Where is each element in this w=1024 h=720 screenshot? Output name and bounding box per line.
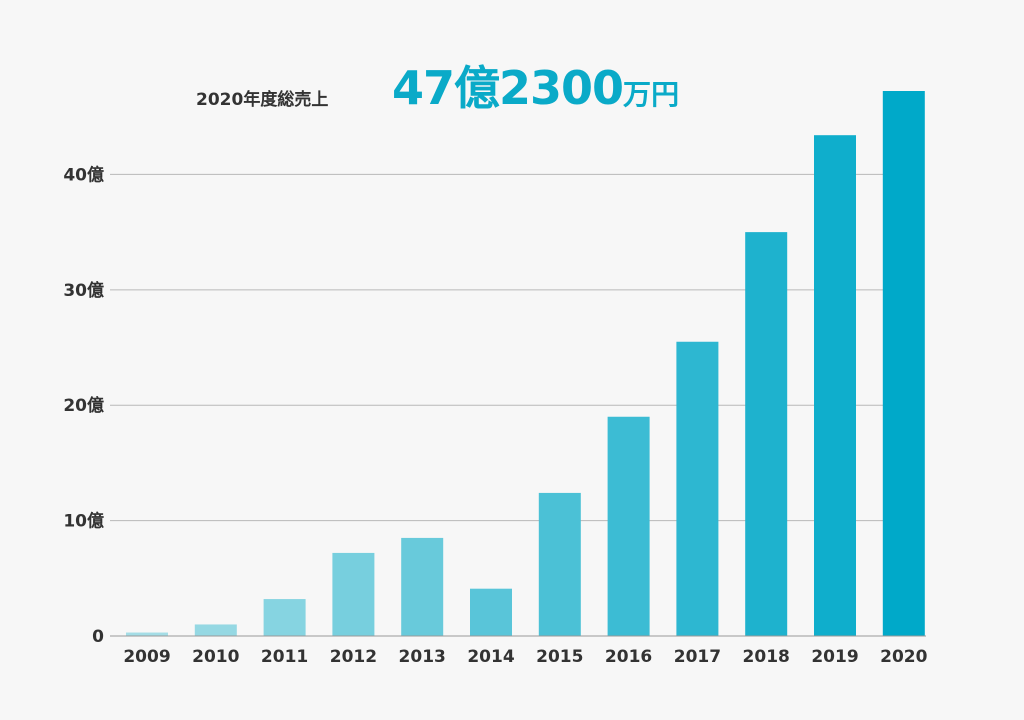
bar [194,624,237,636]
y-tick-label: 10億 [63,511,104,532]
headline-value-oku-number: 47 [392,61,455,115]
bar [814,135,856,636]
bar [745,232,788,636]
y-tick-label: 0 [92,627,104,647]
y-tick-label: 20億 [63,395,104,416]
bar [332,552,375,636]
x-tick-label: 2010 [192,647,239,667]
bar [263,599,306,636]
headline-value-man-number: 2300 [499,61,624,115]
y-tick-label: 40億 [63,164,104,185]
grid-layer [110,173,912,522]
bar [882,91,925,636]
headline-value: 47億2300万円 [392,58,679,129]
x-tick-label: 2009 [123,647,170,667]
headline-label: 2020年度総売上 [196,90,329,110]
x-axis-ticks: 2009 2010 2011 2012 2013 2014 2015 2016 2017 2018… [123,647,927,667]
bar [607,416,650,636]
y-tick-label: 30億 [63,280,104,301]
x-tick-label: 2018 [743,647,790,667]
x-tick-label: 2014 [467,647,514,667]
bar-layer [110,91,926,637]
x-tick-label: 2011 [261,647,308,667]
headline-value-oku-unit: 億 [454,61,500,115]
x-tick-label: 2013 [399,647,446,667]
headline-value-man-unit: 万 [623,78,652,111]
x-tick-label: 2016 [605,647,652,667]
bar [676,341,719,636]
bar [470,588,512,636]
x-tick-label: 2019 [811,647,858,667]
x-tick-label: 2012 [330,647,377,667]
x-tick-label: 2017 [674,647,721,667]
x-tick-label: 2020 [880,647,927,667]
x-tick-label: 2015 [536,647,583,667]
y-axis-ticks: 0 10億 20億 30億 40億 [63,164,104,647]
bar [538,492,581,636]
headline-value-yen-unit: 円 [651,78,680,111]
bar [126,632,168,636]
bar [401,537,444,636]
